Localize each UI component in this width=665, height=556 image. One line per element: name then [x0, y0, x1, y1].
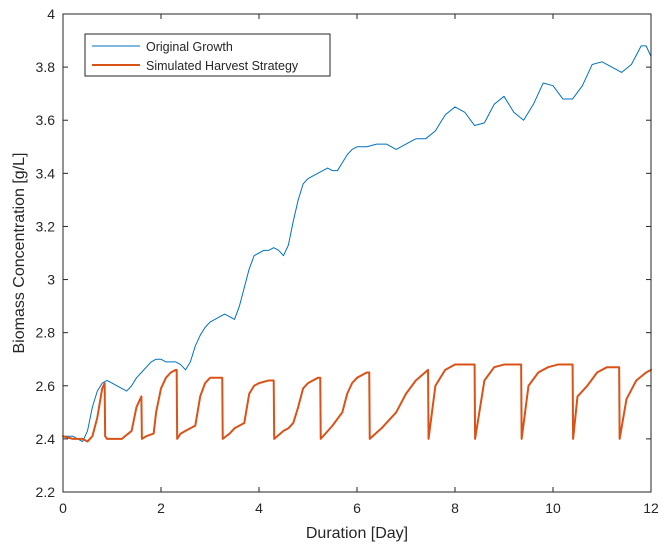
series-line-simulated-harvest-strategy: [62, 363, 652, 443]
series-layer: [62, 45, 652, 443]
y-axis-label: Biomass Concentration [g/L]: [11, 153, 28, 354]
y-tick-label: 4: [47, 6, 55, 22]
plot-area: [63, 14, 651, 492]
x-axis-label: Duration [Day]: [306, 525, 408, 542]
x-tick-label: 10: [545, 500, 561, 516]
y-tick-label: 2.8: [36, 325, 56, 341]
x-tick-label: 8: [451, 500, 459, 516]
x-tick-label: 12: [643, 500, 659, 516]
series-line-original-growth: [62, 45, 652, 443]
y-tick-label: 2.4: [36, 431, 56, 447]
y-tick-label: 3.4: [36, 165, 56, 181]
legend-label-original-growth: Original Growth: [146, 40, 233, 54]
x-tick-label: 6: [353, 500, 361, 516]
x-tick-label: 0: [59, 500, 67, 516]
y-tick-label: 2.6: [36, 378, 56, 394]
y-tick-label: 3: [47, 272, 55, 288]
y-tick-label: 2.2: [36, 484, 56, 500]
x-axis: 0 2 4 6 8 10 12: [59, 14, 659, 516]
x-tick-label: 2: [157, 500, 165, 516]
legend: Original Growth Simulated Harvest Strate…: [84, 33, 331, 77]
y-tick-label: 3.6: [36, 112, 56, 128]
legend-label-simulated-harvest: Simulated Harvest Strategy: [146, 59, 299, 73]
y-axis: 2.2 2.4 2.6 2.8 3 3.2 3.4 3.6 3.8 4: [36, 6, 651, 500]
legend-box: [84, 33, 331, 77]
x-tick-label: 4: [255, 500, 263, 516]
y-tick-label: 3.2: [36, 218, 56, 234]
y-tick-label: 3.8: [36, 59, 56, 75]
